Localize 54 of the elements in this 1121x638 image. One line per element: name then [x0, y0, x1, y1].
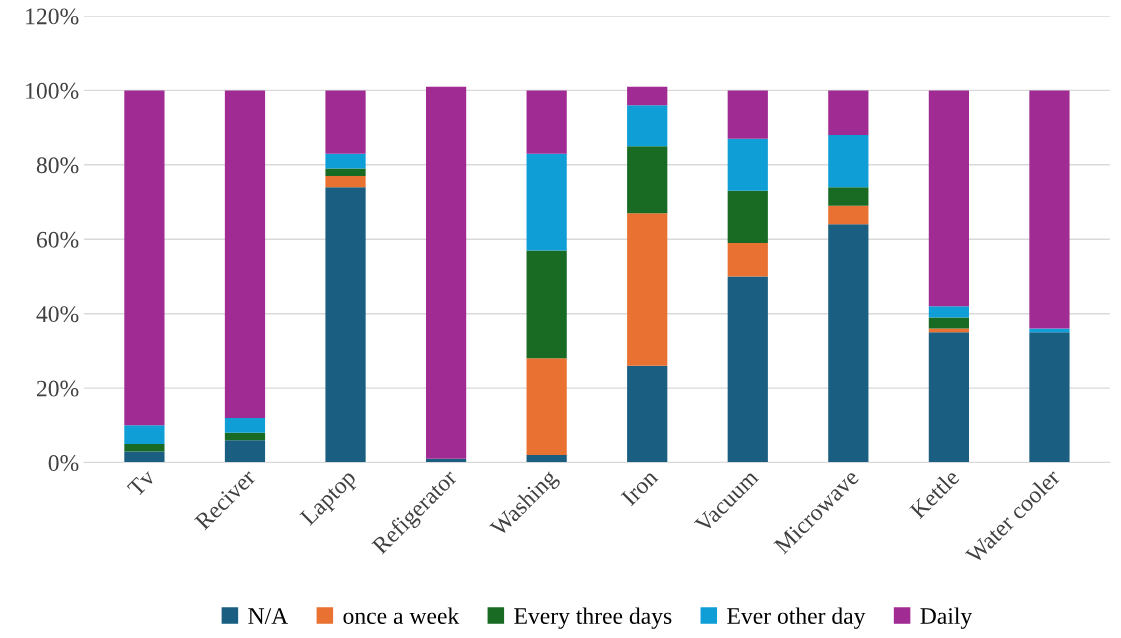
bar: [224, 440, 266, 463]
bar: [325, 90, 366, 154]
x-tick-label: Tv: [126, 468, 157, 498]
bar: [627, 365, 668, 463]
bar: [828, 224, 869, 463]
y-tick-label: 80%: [36, 157, 79, 174]
bar: [627, 105, 668, 147]
bar: [828, 205, 869, 225]
bar: [727, 190, 768, 243]
legend-label: N/A: [248, 608, 289, 625]
bar: [325, 175, 366, 188]
bar: [928, 306, 970, 318]
bar: [828, 90, 869, 136]
bar: [828, 135, 869, 188]
bar: [526, 90, 567, 154]
bar: [124, 451, 165, 463]
bar: [727, 90, 768, 139]
bar: [928, 90, 970, 307]
bar: [828, 187, 869, 206]
bar: [325, 187, 366, 463]
bar: [526, 250, 567, 359]
bar: [928, 332, 970, 463]
legend-label: once a week: [343, 607, 460, 625]
bar: [1029, 332, 1070, 463]
bar: [526, 153, 567, 251]
bar: [526, 358, 567, 456]
bar: [124, 425, 165, 444]
bar: [727, 276, 768, 463]
bar: [325, 153, 366, 169]
x-tick-label: Iron: [620, 468, 659, 507]
y-tick-label: 120%: [26, 8, 79, 25]
bar: [224, 432, 266, 441]
y-tick-label: 20%: [36, 380, 79, 397]
bar: [627, 86, 668, 106]
y-tick-label: 40%: [36, 306, 79, 323]
bar: [224, 90, 266, 418]
legend-label: Ever other day: [727, 607, 866, 629]
bar: [1029, 90, 1070, 329]
y-tick-label: 100%: [26, 82, 79, 99]
bar: [224, 417, 266, 433]
legend-label: Every three days: [514, 607, 672, 629]
legend-label: Daily: [920, 607, 973, 629]
y-tick-label: 0%: [48, 455, 79, 472]
bar: [124, 90, 165, 426]
bar: [627, 213, 668, 366]
bar: [727, 138, 768, 191]
bar: [928, 317, 970, 329]
bar: [727, 242, 768, 277]
y-tick-label: 60%: [36, 231, 79, 248]
bar: [425, 86, 467, 459]
bar: [325, 168, 366, 176]
bar: [124, 443, 165, 452]
bar: [627, 146, 668, 214]
bar: [526, 455, 567, 463]
